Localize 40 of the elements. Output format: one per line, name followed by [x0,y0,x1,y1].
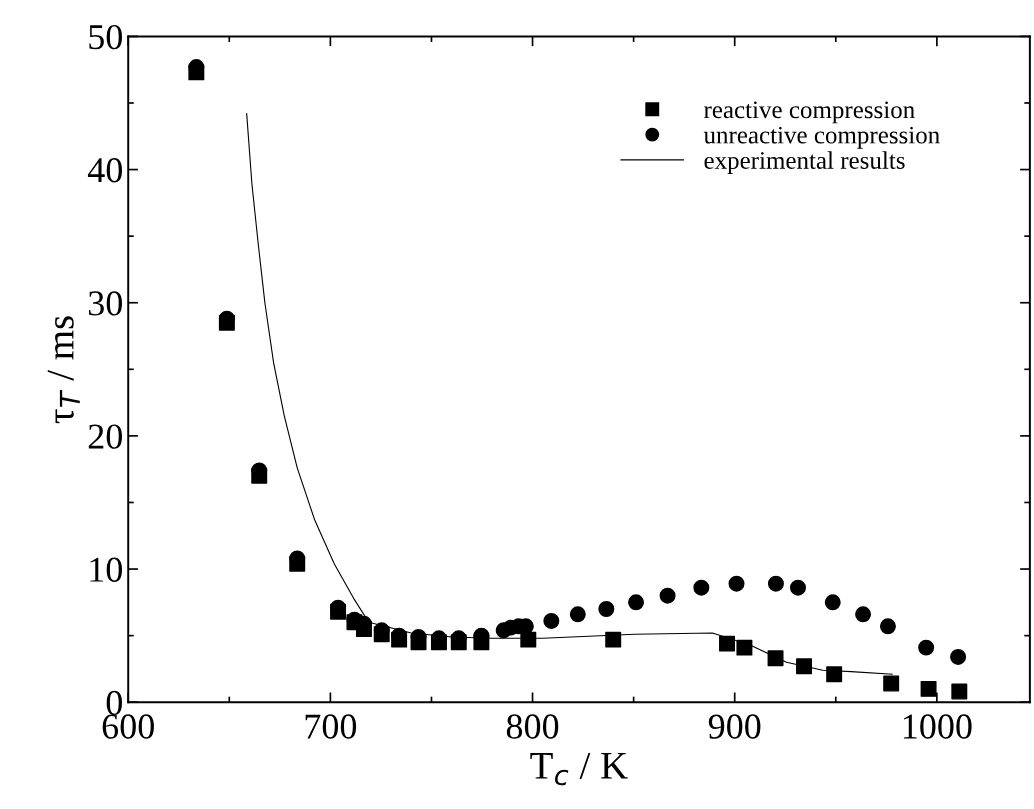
y-tick-label: 0 [106,690,122,716]
point [796,658,813,675]
x-axis-title: T$_{c}$ / K [530,752,628,786]
y-tick-label: 10 [90,557,122,582]
x-tick-label: 600 [102,714,154,739]
point [920,680,937,697]
x-tick-label: 900 [708,714,761,739]
point [855,606,872,623]
point [950,648,967,665]
point [728,575,745,592]
point [605,631,622,648]
point [520,631,537,648]
legend-label: reactive compression [704,101,915,124]
point [883,675,900,692]
point [719,635,736,652]
point [879,618,896,635]
point [767,650,784,667]
legend-label: experimental results [704,151,905,174]
point [543,613,560,629]
y-tick-label: 20 [88,424,122,449]
point [790,579,806,596]
y-tick-label: 50 [89,24,122,50]
point [951,683,968,700]
point [628,594,645,611]
x-tick-label: 1000 [903,714,972,739]
legend-label: unreactive compression [703,126,940,149]
point [569,606,586,623]
x-tick-label: 800 [506,714,559,739]
point [736,639,753,656]
point [767,575,784,592]
y-tick-label: 40 [87,158,122,183]
x-tick-label: 700 [305,714,357,739]
point [659,587,676,604]
y-axis-title: τ$_{T}$ / ms [47,316,80,424]
y-tick-label: 30 [88,291,122,316]
point [918,639,935,656]
point [826,666,843,683]
point [824,594,841,611]
point [598,601,615,617]
point [693,579,710,596]
